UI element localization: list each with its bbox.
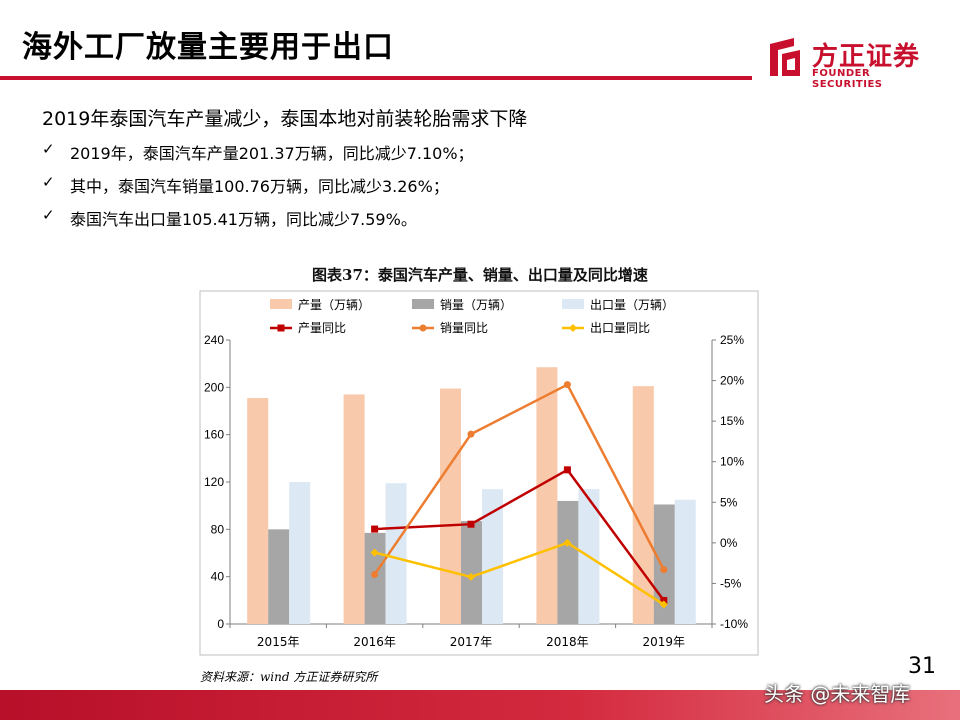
check-icon: ✓ <box>42 206 55 224</box>
founder-logo: 方正证券 FOUNDER SECURITIES <box>768 34 938 90</box>
x-tick-label: 2017年 <box>450 635 493 649</box>
sales-yoy-point <box>371 571 379 579</box>
y-right-tick-label: 15% <box>720 414 744 428</box>
slide-title: 海外工厂放量主要用于出口 <box>22 30 394 65</box>
y-left-tick-label: 80 <box>211 522 225 536</box>
production-bar <box>536 367 558 624</box>
y-right-tick-label: 20% <box>720 374 744 388</box>
y-right-tick-label: -10% <box>720 617 748 631</box>
bullet-text: 2019年，泰国汽车产量201.37万辆，同比减少7.10%； <box>70 144 474 163</box>
production-yoy-point <box>371 525 379 533</box>
x-tick-label: 2016年 <box>353 635 396 649</box>
sales-yoy-point <box>467 430 475 438</box>
bullet-item: ✓ 其中，泰国汽车销量100.76万辆，同比减少3.26%； <box>42 173 474 206</box>
y-left-tick-label: 120 <box>204 475 224 489</box>
y-right-tick-label: 5% <box>720 495 738 509</box>
legend-swatch-production-bar <box>270 299 292 309</box>
sales-yoy-line <box>373 382 665 576</box>
chart-frame <box>199 290 759 656</box>
bullet-text: 泰国汽车出口量105.41万辆，同比减少7.59%。 <box>70 210 417 229</box>
check-icon: ✓ <box>42 173 55 191</box>
production-yoy-line <box>374 468 665 602</box>
y-right-tick-label: 0% <box>720 536 738 550</box>
y-left-tick-label: 200 <box>204 380 224 394</box>
sales-bar <box>268 529 290 624</box>
production-bar <box>247 397 269 624</box>
bullet-item: ✓ 泰国汽车出口量105.41万辆，同比减少7.59%。 <box>42 206 474 239</box>
title-underline <box>0 76 752 80</box>
bullet-text: 其中，泰国汽车销量100.76万辆，同比减少3.26%； <box>70 177 449 196</box>
logo-chinese-text: 方正证券 <box>812 42 921 72</box>
legend-label: 销量（万辆） <box>440 298 512 312</box>
sales-yoy-point <box>563 381 571 389</box>
export-yoy-line <box>374 541 665 606</box>
footer-bar <box>0 690 960 720</box>
sales-bar <box>364 532 386 624</box>
legend-swatch-export-bar <box>562 299 584 309</box>
page-number: 31 <box>908 654 936 679</box>
y-right-tick-label: 10% <box>720 455 744 469</box>
production-yoy-point <box>563 466 571 474</box>
export-yoy-point <box>467 572 475 581</box>
legend-label: 出口量（万辆） <box>590 298 674 312</box>
production-bar <box>440 388 461 624</box>
legend-swatch-sales-bar <box>412 299 434 309</box>
export-yoy-point <box>659 600 668 609</box>
legend-marker <box>419 324 427 332</box>
source-note: 资料来源：wind 方正证券研究所 <box>200 670 378 684</box>
watermark: 头条 @未来智库 <box>764 682 911 706</box>
legend-marker <box>569 324 577 332</box>
section-heading: 2019年泰国汽车产量减少，泰国本地对前装轮胎需求下降 <box>42 108 528 130</box>
y-left-tick-label: 240 <box>204 333 224 347</box>
legend-marker <box>277 324 285 332</box>
y-left-tick-label: 0 <box>217 617 224 631</box>
y-left-tick-label: 40 <box>211 570 225 584</box>
production-yoy-point <box>660 596 668 604</box>
bullet-item: ✓ 2019年，泰国汽车产量201.37万辆，同比减少7.10%； <box>42 140 474 173</box>
chart-title: 图表37：泰国汽车产量、销量、出口量及同比增速 <box>312 266 648 284</box>
y-right-tick-label: 25% <box>720 333 744 347</box>
export-bar <box>674 499 696 624</box>
production-bar <box>632 386 654 624</box>
logo-english-text: FOUNDER SECURITIES <box>812 68 883 90</box>
check-icon: ✓ <box>42 140 55 158</box>
export-bar <box>385 483 407 624</box>
bullet-list: ✓ 2019年，泰国汽车产量201.37万辆，同比减少7.10%； ✓ 其中，泰国汽… <box>42 140 474 239</box>
export-yoy-point <box>563 538 572 547</box>
production-yoy-point <box>467 520 475 528</box>
sales-bar <box>557 500 579 624</box>
production-bar <box>343 394 365 624</box>
legend-label: 出口量同比 <box>590 321 650 335</box>
y-right-tick-label: -5% <box>720 576 742 590</box>
x-tick-label: 2015年 <box>257 635 300 649</box>
legend-label: 产量同比 <box>298 321 346 335</box>
legend-label: 产量（万辆） <box>298 298 370 312</box>
y-left-tick-label: 160 <box>204 428 224 442</box>
founder-logo-icon <box>770 38 800 76</box>
sales-yoy-point <box>660 566 668 574</box>
sales-bar <box>461 521 482 624</box>
legend-label: 销量同比 <box>440 321 488 335</box>
export-yoy-point <box>370 548 379 557</box>
x-tick-label: 2019年 <box>643 635 686 649</box>
export-bar <box>289 482 311 624</box>
x-tick-label: 2018年 <box>546 635 589 649</box>
export-bar <box>482 489 503 624</box>
